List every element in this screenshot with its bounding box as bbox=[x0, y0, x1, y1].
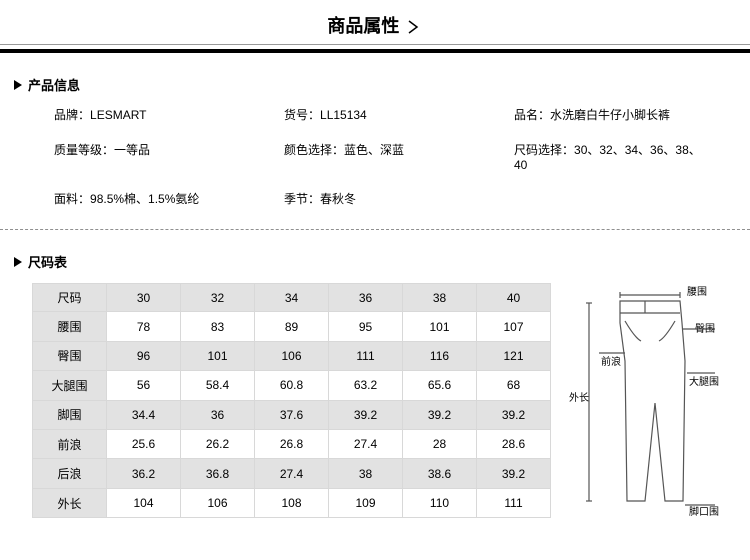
size-cell: 107 bbox=[477, 312, 551, 341]
size-cell: 68 bbox=[477, 371, 551, 400]
pants-diagram: 腰围 臀围 前浪 大腿围 脚口围 外长 bbox=[551, 283, 738, 518]
size-row-label: 大腿围 bbox=[33, 371, 107, 400]
info-season: 季节：春秋冬 bbox=[284, 190, 514, 207]
size-cell: 38 bbox=[329, 459, 403, 488]
size-cell: 39.2 bbox=[329, 400, 403, 429]
size-col: 34 bbox=[255, 284, 329, 312]
size-col: 40 bbox=[477, 284, 551, 312]
size-cell: 36.8 bbox=[181, 459, 255, 488]
size-cell: 25.6 bbox=[107, 430, 181, 459]
section-title: 产品信息 bbox=[28, 75, 80, 94]
size-cell: 38.6 bbox=[403, 459, 477, 488]
size-cell: 28 bbox=[403, 430, 477, 459]
size-cell: 26.8 bbox=[255, 430, 329, 459]
size-cell: 78 bbox=[107, 312, 181, 341]
size-cell: 96 bbox=[107, 341, 181, 370]
table-row: 大腿围5658.460.863.265.668 bbox=[33, 371, 551, 400]
section-title: 尺码表 bbox=[28, 252, 67, 271]
size-col: 32 bbox=[181, 284, 255, 312]
size-cell: 111 bbox=[329, 341, 403, 370]
size-cell: 39.2 bbox=[403, 400, 477, 429]
size-cell: 36 bbox=[181, 400, 255, 429]
size-row-label: 后浪 bbox=[33, 459, 107, 488]
size-cell: 39.2 bbox=[477, 459, 551, 488]
table-row: 后浪36.236.827.43838.639.2 bbox=[33, 459, 551, 488]
size-cell: 104 bbox=[107, 488, 181, 517]
size-row-label: 前浪 bbox=[33, 430, 107, 459]
size-cell: 36.2 bbox=[107, 459, 181, 488]
info-sizes: 尺码选择：30、32、34、36、38、40 bbox=[514, 141, 710, 172]
info-grade: 质量等级：一等品 bbox=[54, 141, 284, 172]
table-row: 前浪25.626.226.827.42828.6 bbox=[33, 430, 551, 459]
size-col-header: 尺码 bbox=[33, 284, 107, 312]
table-row: 臀围96101106111116121 bbox=[33, 341, 551, 370]
size-cell: 111 bbox=[477, 488, 551, 517]
size-cell: 109 bbox=[329, 488, 403, 517]
page-title: 商品属性 bbox=[327, 12, 399, 38]
info-name: 品名：水洗磨白牛仔小脚长裤 bbox=[514, 106, 710, 123]
size-row-label: 外长 bbox=[33, 488, 107, 517]
size-cell: 65.6 bbox=[403, 371, 477, 400]
size-table: 尺码303234363840 腰围78838995101107臀围9610110… bbox=[32, 283, 551, 518]
size-cell: 56 bbox=[107, 371, 181, 400]
size-cell: 95 bbox=[329, 312, 403, 341]
info-sku: 货号：LL15134 bbox=[284, 106, 514, 123]
diagram-label-front: 前浪 bbox=[601, 355, 621, 368]
size-cell: 83 bbox=[181, 312, 255, 341]
info-brand: 品牌：LESMART bbox=[54, 106, 284, 123]
size-cell: 60.8 bbox=[255, 371, 329, 400]
diagram-label-hip: 臀围 bbox=[695, 323, 715, 335]
size-cell: 108 bbox=[255, 488, 329, 517]
size-col: 38 bbox=[403, 284, 477, 312]
size-cell: 106 bbox=[255, 341, 329, 370]
triangle-marker-icon bbox=[14, 80, 22, 90]
size-cell: 28.6 bbox=[477, 430, 551, 459]
diagram-label-waist: 腰围 bbox=[687, 286, 707, 298]
diagram-label-hem: 脚口围 bbox=[689, 505, 719, 518]
size-row-label: 脚围 bbox=[33, 400, 107, 429]
dashed-divider bbox=[0, 229, 750, 230]
table-row: 腰围78838995101107 bbox=[33, 312, 551, 341]
section-size-header: 尺码表 bbox=[14, 252, 750, 271]
chevron-right-icon bbox=[407, 19, 423, 38]
size-cell: 116 bbox=[403, 341, 477, 370]
diagram-label-thigh: 大腿围 bbox=[689, 375, 719, 388]
size-cell: 58.4 bbox=[181, 371, 255, 400]
size-cell: 26.2 bbox=[181, 430, 255, 459]
size-cell: 27.4 bbox=[329, 430, 403, 459]
size-cell: 121 bbox=[477, 341, 551, 370]
size-row-label: 臀围 bbox=[33, 341, 107, 370]
diagram-label-outseam: 外长 bbox=[569, 392, 589, 404]
size-col: 36 bbox=[329, 284, 403, 312]
divider-bar bbox=[0, 49, 750, 53]
size-cell: 37.6 bbox=[255, 400, 329, 429]
info-color: 颜色选择：蓝色、深蓝 bbox=[284, 141, 514, 172]
info-fabric: 面料：98.5%棉、1.5%氨纶 bbox=[54, 190, 284, 207]
size-cell: 39.2 bbox=[477, 400, 551, 429]
size-cell: 106 bbox=[181, 488, 255, 517]
page-header: 商品属性 bbox=[0, 0, 750, 45]
table-row: 外长104106108109110111 bbox=[33, 488, 551, 517]
triangle-marker-icon bbox=[14, 257, 22, 267]
size-cell: 101 bbox=[181, 341, 255, 370]
size-col: 30 bbox=[107, 284, 181, 312]
size-cell: 34.4 bbox=[107, 400, 181, 429]
table-row: 脚围34.43637.639.239.239.2 bbox=[33, 400, 551, 429]
section-info-header: 产品信息 bbox=[14, 75, 750, 94]
size-cell: 101 bbox=[403, 312, 477, 341]
size-cell: 27.4 bbox=[255, 459, 329, 488]
product-info-grid: 品牌：LESMART 货号：LL15134 品名：水洗磨白牛仔小脚长裤 质量等级… bbox=[54, 106, 710, 207]
size-cell: 63.2 bbox=[329, 371, 403, 400]
size-row-label: 腰围 bbox=[33, 312, 107, 341]
size-cell: 110 bbox=[403, 488, 477, 517]
size-cell: 89 bbox=[255, 312, 329, 341]
